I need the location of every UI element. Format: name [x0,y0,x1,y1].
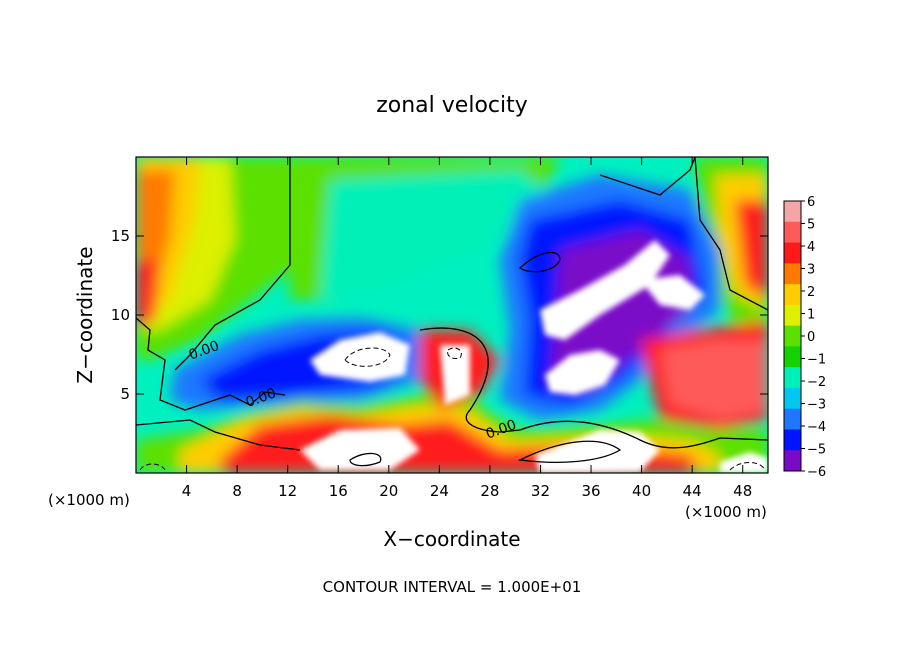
x-tick-label: 16 [329,482,348,500]
x-tick-label: 40 [632,482,651,500]
x-tick-label: 20 [379,482,398,500]
colorbar-swatch [784,242,801,264]
colorbar-swatch [784,346,801,368]
colorbar-label: 2 [807,285,815,300]
heatmap-field [136,157,768,473]
x-tick-label: 28 [480,482,499,500]
colorbar-swatch [784,304,801,327]
colorbar-label: 3 [807,263,815,278]
x-unit-right: (×1000 m) [685,503,767,521]
x-tick-label: 36 [581,482,600,500]
colorbar-label: −3 [807,398,826,413]
colorbar-swatch [784,325,801,347]
x-tick-label: 8 [232,482,242,500]
contour-interval-note: CONTOUR INTERVAL = 1.000E+01 [323,578,582,596]
y-axis-ticks: 5 10 15 [111,227,768,403]
y-tick-label: 10 [111,306,130,324]
colorbar-swatch [784,387,801,410]
colorbar-swatch [784,284,801,306]
colorbar-label: 0 [807,330,815,345]
x-tick-label: 4 [182,482,192,500]
x-tick-label: 24 [430,482,449,500]
contour-lines-negative [139,347,766,471]
colorbar-swatch [784,450,801,472]
colorbar-swatch [784,408,801,430]
x-axis-label: X−coordinate [383,527,520,551]
colorbar-label: −4 [807,420,826,435]
colorbar-swatch [784,201,801,223]
x-tick-label: 44 [683,482,702,500]
colorbar-label: −6 [807,465,826,480]
x-tick-label: 32 [531,482,550,500]
x-tick-label: 12 [278,482,297,500]
colorbar-swatch [784,367,801,389]
colorbar-label: 6 [807,195,815,210]
colorbar-swatch [784,429,801,451]
y-tick-label: 15 [111,227,130,245]
colorbar-label: 1 [807,308,815,323]
y-axis-label: Z−coordinate [73,246,97,383]
chart-title: zonal velocity [376,93,528,118]
colorbar-label: 5 [807,218,815,233]
x-unit-left: (×1000 m) [48,491,130,509]
colorbar-label: −5 [807,443,826,458]
colorbar-swatch [784,221,801,244]
x-axis-ticks: 4 8 12 16 20 24 28 32 36 40 44 48 [182,157,752,500]
colorbar-label: 4 [807,240,815,255]
colorbar-label: −2 [807,375,826,390]
colorbar-label: −1 [807,353,826,368]
colorbar-swatch [784,263,801,285]
y-tick-label: 5 [120,385,130,403]
contour-lines [136,157,768,467]
x-tick-label: 48 [733,482,752,500]
colorbar: 6 5 4 3 2 1 0 −1 −2 −3 −4 −5 −6 [783,195,826,480]
